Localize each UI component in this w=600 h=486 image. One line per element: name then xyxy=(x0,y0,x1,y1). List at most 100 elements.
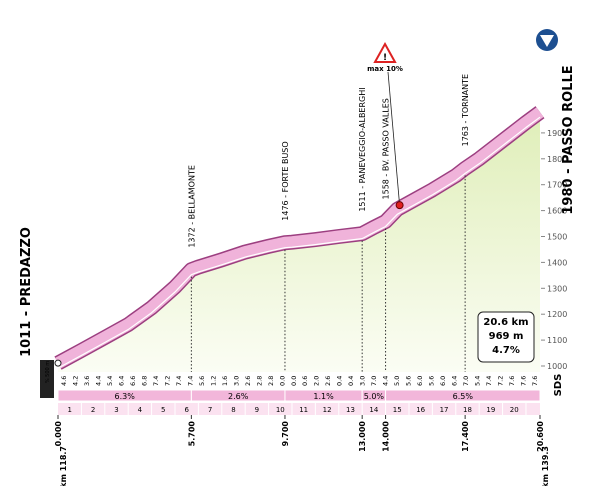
summary-line: 4.7% xyxy=(492,345,520,356)
section-label: 5.0% xyxy=(364,392,385,401)
gradient-label: 0.4 xyxy=(347,376,355,386)
gradient-label: 5.4 xyxy=(106,376,114,386)
gradient-label: 6.8 xyxy=(141,376,149,386)
x-tick-label: 9.700 xyxy=(281,421,290,447)
km-mark: 6 xyxy=(184,406,189,414)
gradient-label: 6.6 xyxy=(129,376,137,386)
y-tick-label: 1200 xyxy=(547,310,567,319)
y-tick-label: 1800 xyxy=(547,155,567,164)
waypoint-label: 1476 - FORTE BUSO xyxy=(281,141,290,220)
x-tick-label: 17.400 xyxy=(461,421,470,452)
x-tick-label: 13.000 xyxy=(358,421,367,452)
gradient-label: 5.0 xyxy=(393,376,401,386)
max-grade-pointer xyxy=(387,71,401,206)
y-tick-label: 1400 xyxy=(547,258,567,267)
max-grade-point xyxy=(395,201,404,210)
gradient-label: 2.0 xyxy=(313,376,321,386)
waypoint-label: 1372 - BELLAMONTE xyxy=(187,165,196,248)
km-mark: 3 xyxy=(114,406,118,414)
gradient-label: 2.8 xyxy=(267,376,275,386)
section-bar xyxy=(385,389,541,402)
km-mark: 5 xyxy=(161,406,165,414)
y-tick-label: 1100 xyxy=(547,336,567,345)
warning-icon xyxy=(373,41,397,63)
profile-highlight xyxy=(57,116,541,369)
gradient-label: 0.0 xyxy=(290,376,298,386)
gradient-label: 7.4 xyxy=(186,376,194,386)
x-tick-label: 5.700 xyxy=(187,421,196,447)
y-tick-label: 1600 xyxy=(547,207,567,216)
gradient-label: 7.4 xyxy=(175,376,183,386)
km-mark: 13 xyxy=(346,406,355,414)
section-label: 1.1% xyxy=(313,392,334,401)
km-mark: 10 xyxy=(276,406,285,414)
finish-icon-arrow xyxy=(540,35,554,47)
km-mark: 1 xyxy=(67,406,71,414)
gradient-label: 0.6 xyxy=(301,376,309,386)
section-label: 2.6% xyxy=(228,392,249,401)
gradient-label: 4.2 xyxy=(72,376,80,386)
km-mark: 7 xyxy=(208,406,212,414)
gradient-label: 6.4 xyxy=(450,376,458,386)
km-mark: 18 xyxy=(463,406,472,414)
section-label: 6.3% xyxy=(115,392,136,401)
start-post xyxy=(40,360,54,398)
gradient-label: 3.6 xyxy=(83,376,91,386)
gradient-label: 2.6 xyxy=(324,376,332,386)
km-mark: 20 xyxy=(510,406,519,414)
gradient-label: 2.8 xyxy=(255,376,263,386)
scale-note: % 500 m xyxy=(45,361,51,383)
km-mark: 17 xyxy=(440,406,449,414)
y-tick-label: 1000 xyxy=(547,362,567,371)
gradient-label: 4.4 xyxy=(382,376,390,386)
gradient-label: 2.6 xyxy=(244,376,252,386)
gradient-label: 7.0 xyxy=(462,376,470,386)
start-label: 1011 - PREDAZZO xyxy=(19,227,34,357)
km-mark: 2 xyxy=(91,406,95,414)
warning-mark: ! xyxy=(383,53,387,63)
gradient-label: 6.0 xyxy=(416,376,424,386)
km-mark: 15 xyxy=(393,406,402,414)
gradient-label: 5.6 xyxy=(405,376,413,386)
gradient-label: 0.4 xyxy=(336,376,344,386)
gradient-label: 7.6 xyxy=(531,376,539,386)
end-km: km 139.3 xyxy=(541,446,550,486)
summary-box xyxy=(477,311,535,363)
km-mark: 14 xyxy=(369,406,378,414)
y-tick-label: 1900 xyxy=(547,129,567,138)
x-tick-label: 14.000 xyxy=(382,421,391,452)
gradient-label: 1.6 xyxy=(221,376,229,386)
waypoint-label: 1763 - TORNANTE xyxy=(461,74,470,146)
y-tick-label: 1300 xyxy=(547,284,567,293)
gradient-label: 7.2 xyxy=(496,376,504,386)
gradient-label: 3.0 xyxy=(232,376,240,386)
gradient-label: 5.6 xyxy=(198,376,206,386)
gradient-label: 5.4 xyxy=(473,376,481,386)
section-label: 6.5% xyxy=(453,392,474,401)
y-tick-label: 1500 xyxy=(547,233,567,242)
km-mark: 12 xyxy=(323,406,332,414)
gradient-label: 7.6 xyxy=(519,376,527,386)
end-label: 1980 - PASSO ROLLE xyxy=(561,65,576,214)
summary-line: 969 m xyxy=(489,331,524,342)
waypoint-label: 1511 - PANEVEGGIO-ALBERGHI xyxy=(358,87,367,211)
gradient-label: 7.4 xyxy=(485,376,493,386)
gradient-label: 7.0 xyxy=(370,376,378,386)
gradient-label: 4.4 xyxy=(95,376,103,386)
km-mark: 11 xyxy=(299,406,308,414)
km-mark: 9 xyxy=(255,406,259,414)
gradient-label: 6.0 xyxy=(439,376,447,386)
gradient-label: 7.2 xyxy=(164,376,172,386)
gradient-label: 6.4 xyxy=(118,376,126,386)
gradient-label: 3.0 xyxy=(359,376,367,386)
x-tick-label: 0.000 xyxy=(54,421,63,447)
km-strip xyxy=(58,403,540,415)
start-point xyxy=(54,359,62,367)
gradient-label: 7.6 xyxy=(508,376,516,386)
km-mark: 8 xyxy=(231,406,235,414)
profile-band xyxy=(55,107,544,369)
gradient-label: 7.4 xyxy=(152,376,160,386)
gradient-label: 1.2 xyxy=(209,376,217,386)
summary-line: 20.6 km xyxy=(483,317,528,328)
